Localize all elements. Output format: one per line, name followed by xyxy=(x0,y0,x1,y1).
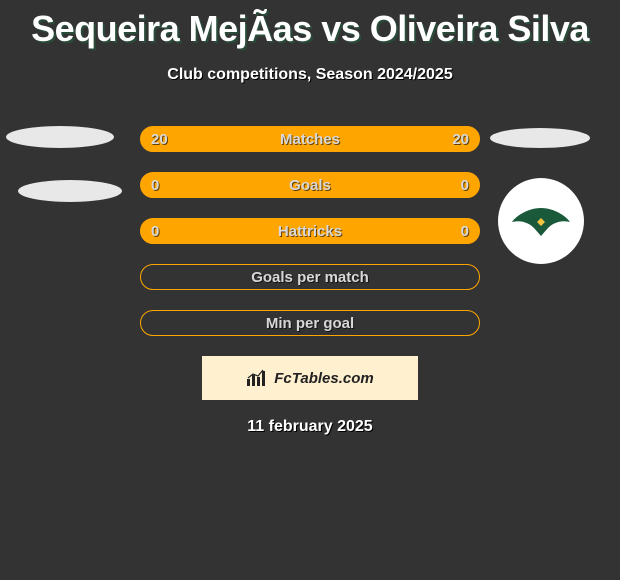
decor-ellipse-right xyxy=(490,128,590,148)
stat-value-right: 0 xyxy=(461,223,469,240)
date-label: 11 february 2025 xyxy=(0,418,620,436)
stat-label: Hattricks xyxy=(278,223,342,240)
subtitle: Club competitions, Season 2024/2025 xyxy=(0,66,620,84)
stat-value-left: 0 xyxy=(151,223,159,240)
team-badge-right xyxy=(498,178,584,264)
stat-label: Min per goal xyxy=(266,315,354,332)
stat-label: Goals xyxy=(289,177,331,194)
decor-ellipse-left-1 xyxy=(6,126,114,148)
stat-value-left: 20 xyxy=(151,131,168,148)
stat-value-right: 20 xyxy=(452,131,469,148)
stat-label: Goals per match xyxy=(251,269,369,286)
stat-row: Matches 20 20 xyxy=(140,126,480,152)
brand-box: FcTables.com xyxy=(202,356,418,400)
page-title: Sequeira MejÃ­as vs Oliveira Silva xyxy=(0,0,620,50)
stat-row: Min per goal xyxy=(140,310,480,336)
brand-bars-icon xyxy=(246,369,268,387)
stat-value-right: 0 xyxy=(461,177,469,194)
stat-row: Goals per match xyxy=(140,264,480,290)
stat-label: Matches xyxy=(280,131,340,148)
wing-icon xyxy=(510,202,572,240)
decor-ellipse-left-2 xyxy=(18,180,122,202)
stat-row: Hattricks 0 0 xyxy=(140,218,480,244)
stat-row: Goals 0 0 xyxy=(140,172,480,198)
brand-text: FcTables.com xyxy=(274,370,373,387)
stat-value-left: 0 xyxy=(151,177,159,194)
